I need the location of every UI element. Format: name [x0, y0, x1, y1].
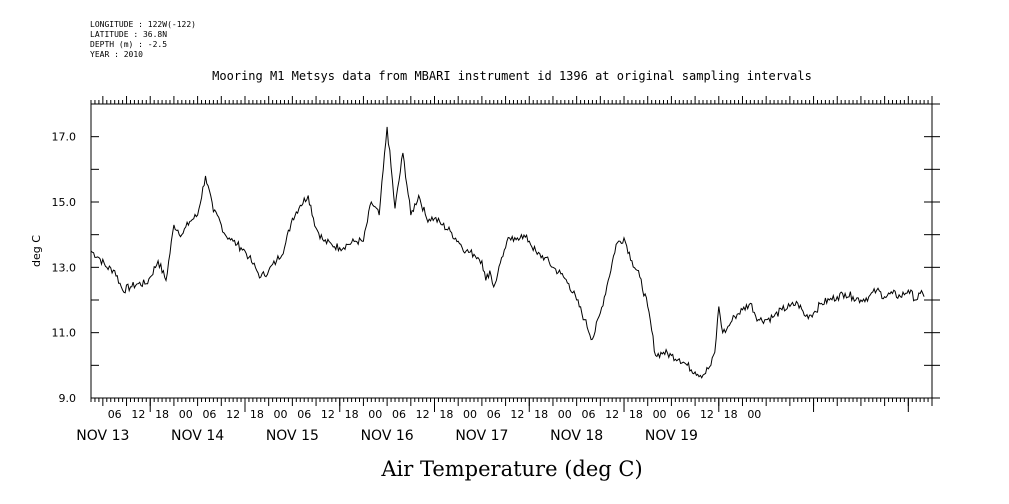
metadata-block: LONGITUDE : 122W(-122) LATITUDE : 36.8N … [90, 20, 196, 60]
x-tick-label: 06 [676, 408, 690, 421]
year-text: YEAR : 2010 [90, 50, 143, 59]
x-tick-label: 18 [155, 408, 169, 421]
x-tick-label: 12 [605, 408, 619, 421]
x-tick-label: 12 [510, 408, 524, 421]
depth-text: DEPTH (m) : -2.5 [90, 40, 168, 49]
x-day-label: NOV 15 [266, 428, 319, 444]
x-tick-label: 12 [416, 408, 430, 421]
y-axis-label: deg C [30, 235, 43, 267]
x-tick-label: 12 [226, 408, 240, 421]
x-tick-label: 18 [250, 408, 264, 421]
x-axis: 06 12 18 00 06 12 18 00 06 12 18 00 06 12 18 00 06 12 18 00… [76, 96, 933, 444]
x-day-label: NOV 13 [76, 428, 129, 444]
x-tick-label: 06 [297, 408, 311, 421]
y-tick-label: 9.0 [59, 392, 77, 405]
x-tick-label: 18 [534, 408, 548, 421]
x-day-label: NOV 17 [455, 428, 508, 444]
x-tick-label: 00 [274, 408, 288, 421]
x-tick-label: 06 [392, 408, 406, 421]
longitude-text: LONGITUDE : 122W(-122) [90, 20, 196, 29]
y-tick-label: 17.0 [52, 131, 77, 144]
series-line-air-temperature [90, 126, 925, 379]
x-tick-label: 06 [202, 408, 216, 421]
x-day-label: NOV 19 [645, 428, 698, 444]
x-tick-label: 00 [747, 408, 761, 421]
x-tick-label: 18 [439, 408, 453, 421]
x-day-label: NOV 18 [550, 428, 603, 444]
x-tick-label: 18 [345, 408, 359, 421]
x-tick-label: 00 [558, 408, 572, 421]
y-tick-label: 15.0 [52, 196, 77, 209]
y-tick-label: 13.0 [52, 261, 77, 274]
x-day-label: NOV 16 [361, 428, 414, 444]
plot-frame [90, 103, 933, 399]
x-tick-label: 18 [724, 408, 738, 421]
x-tick-label: 06 [487, 408, 501, 421]
x-day-label: NOV 14 [171, 428, 224, 444]
y-axis: 9.0 11.0 13.0 15.0 17.0 [52, 103, 940, 405]
y-tick-label: 11.0 [52, 327, 77, 340]
x-tick-label: 00 [179, 408, 193, 421]
x-tick-label: 00 [368, 408, 382, 421]
x-tick-label: 06 [581, 408, 595, 421]
x-tick-label: 18 [629, 408, 643, 421]
x-axis-label: Air Temperature (deg C) [380, 457, 642, 481]
latitude-text: LATITUDE : 36.8N [90, 30, 168, 39]
x-tick-label: 00 [463, 408, 477, 421]
x-tick-label: 06 [108, 408, 122, 421]
x-tick-label: 12 [321, 408, 335, 421]
x-tick-label: 12 [700, 408, 714, 421]
x-tick-label: 00 [653, 408, 667, 421]
x-tick-label: 12 [131, 408, 145, 421]
chart-title: Mooring M1 Metsys data from MBARI instru… [212, 69, 812, 83]
